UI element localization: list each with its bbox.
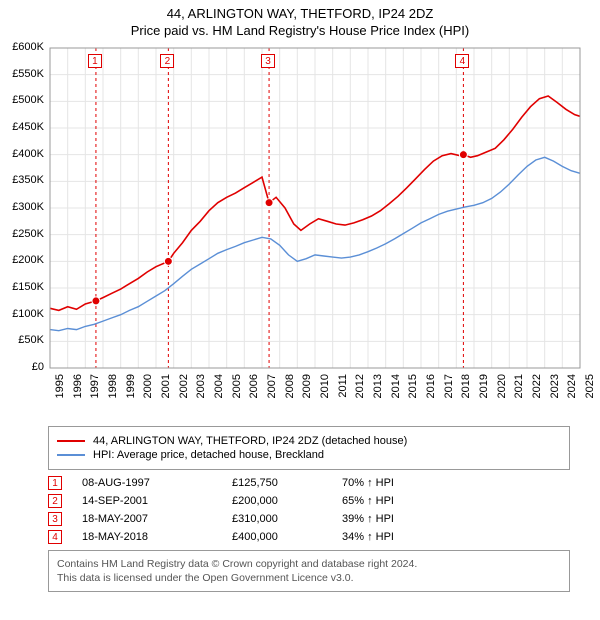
chart-container: 44, ARLINGTON WAY, THETFORD, IP24 2DZ Pr… [0, 0, 600, 592]
sale-date: 08-AUG-1997 [82, 477, 232, 489]
legend: 44, ARLINGTON WAY, THETFORD, IP24 2DZ (d… [48, 426, 570, 470]
x-axis-label: 1999 [125, 374, 137, 406]
sale-date: 14-SEP-2001 [82, 495, 232, 507]
y-axis-label: £100K [0, 308, 44, 320]
table-row: 3 18-MAY-2007 £310,000 39% ↑ HPI [48, 512, 570, 526]
legend-item: HPI: Average price, detached house, Brec… [57, 449, 561, 461]
table-row: 2 14-SEP-2001 £200,000 65% ↑ HPI [48, 494, 570, 508]
x-axis-label: 1996 [72, 374, 84, 406]
event-marker-box: 2 [160, 54, 174, 68]
chart-area: £0 £50K £100K £150K £200K £250K £300K £350K £400… [0, 38, 600, 418]
sale-date: 18-MAY-2018 [82, 531, 232, 543]
x-axis-label: 2016 [425, 374, 437, 406]
event-marker-box: 3 [261, 54, 275, 68]
title-subtitle: Price paid vs. HM Land Registry's House … [0, 23, 600, 38]
sale-pct: 65% ↑ HPI [342, 495, 462, 507]
x-axis-label: 2000 [142, 374, 154, 406]
event-marker-box: 4 [48, 530, 62, 544]
sale-price: £125,750 [232, 477, 342, 489]
y-axis-label: £150K [0, 281, 44, 293]
x-axis-label: 1997 [89, 374, 101, 406]
event-marker-box: 1 [48, 476, 62, 490]
x-axis-label: 1995 [54, 374, 66, 406]
legend-label: 44, ARLINGTON WAY, THETFORD, IP24 2DZ (d… [93, 435, 407, 447]
y-axis-label: £450K [0, 121, 44, 133]
x-axis-label: 2010 [319, 374, 331, 406]
x-axis-label: 2008 [284, 374, 296, 406]
title-block: 44, ARLINGTON WAY, THETFORD, IP24 2DZ Pr… [0, 0, 600, 38]
legend-swatch [57, 454, 85, 456]
legend-item: 44, ARLINGTON WAY, THETFORD, IP24 2DZ (d… [57, 435, 561, 447]
x-axis-label: 2013 [372, 374, 384, 406]
title-address: 44, ARLINGTON WAY, THETFORD, IP24 2DZ [0, 6, 600, 21]
x-axis-label: 2001 [160, 374, 172, 406]
x-axis-label: 2025 [584, 374, 596, 406]
table-row: 4 18-MAY-2018 £400,000 34% ↑ HPI [48, 530, 570, 544]
y-axis-label: £200K [0, 254, 44, 266]
x-axis-label: 2021 [513, 374, 525, 406]
x-axis-label: 2006 [248, 374, 260, 406]
x-axis-label: 2018 [460, 374, 472, 406]
x-axis-label: 2003 [195, 374, 207, 406]
x-axis-label: 2023 [549, 374, 561, 406]
x-axis-label: 2024 [566, 374, 578, 406]
event-marker-box: 3 [48, 512, 62, 526]
x-axis-label: 2007 [266, 374, 278, 406]
x-axis-label: 2020 [496, 374, 508, 406]
sale-pct: 70% ↑ HPI [342, 477, 462, 489]
x-axis-label: 2014 [390, 374, 402, 406]
x-axis-label: 2017 [443, 374, 455, 406]
x-axis-label: 2002 [178, 374, 190, 406]
sale-pct: 34% ↑ HPI [342, 531, 462, 543]
y-axis-label: £600K [0, 41, 44, 53]
y-axis-label: £0 [0, 361, 44, 373]
sale-date: 18-MAY-2007 [82, 513, 232, 525]
line-chart [0, 38, 600, 418]
sale-price: £400,000 [232, 531, 342, 543]
y-axis-label: £350K [0, 174, 44, 186]
footer-line: This data is licensed under the Open Gov… [57, 571, 561, 585]
x-axis-label: 2015 [407, 374, 419, 406]
x-axis-label: 2004 [213, 374, 225, 406]
x-axis-label: 2005 [231, 374, 243, 406]
attribution-footer: Contains HM Land Registry data © Crown c… [48, 550, 570, 592]
legend-label: HPI: Average price, detached house, Brec… [93, 449, 324, 461]
y-axis-label: £550K [0, 68, 44, 80]
y-axis-label: £300K [0, 201, 44, 213]
x-axis-label: 1998 [107, 374, 119, 406]
sales-table: 1 08-AUG-1997 £125,750 70% ↑ HPI 2 14-SE… [48, 476, 570, 544]
footer-line: Contains HM Land Registry data © Crown c… [57, 557, 561, 571]
y-axis-label: £250K [0, 228, 44, 240]
y-axis-label: £400K [0, 148, 44, 160]
x-axis-label: 2012 [354, 374, 366, 406]
y-axis-label: £500K [0, 94, 44, 106]
x-axis-label: 2019 [478, 374, 490, 406]
sale-price: £310,000 [232, 513, 342, 525]
x-axis-label: 2009 [301, 374, 313, 406]
legend-swatch [57, 440, 85, 442]
sale-pct: 39% ↑ HPI [342, 513, 462, 525]
event-marker-box: 4 [455, 54, 469, 68]
x-axis-label: 2022 [531, 374, 543, 406]
sale-price: £200,000 [232, 495, 342, 507]
event-marker-box: 2 [48, 494, 62, 508]
x-axis-label: 2011 [337, 374, 349, 406]
y-axis-label: £50K [0, 334, 44, 346]
event-marker-box: 1 [88, 54, 102, 68]
table-row: 1 08-AUG-1997 £125,750 70% ↑ HPI [48, 476, 570, 490]
